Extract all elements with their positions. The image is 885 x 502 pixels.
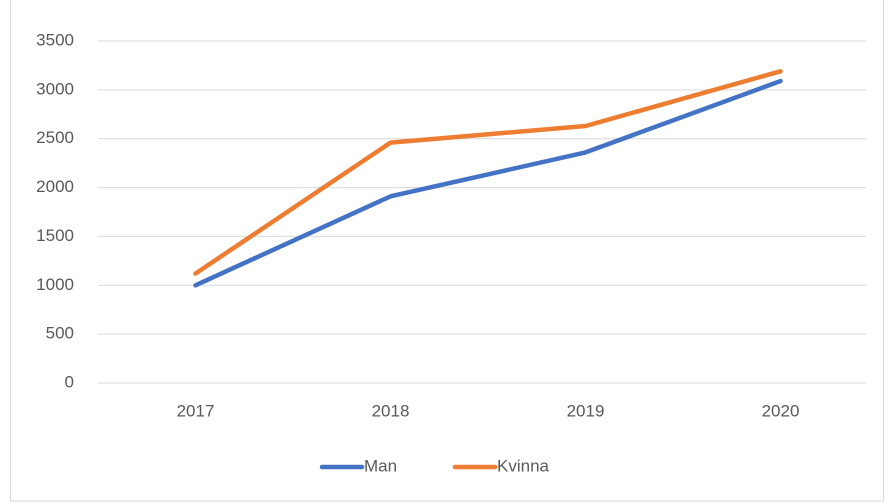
x-tick-label: 2017	[177, 401, 215, 420]
y-tick-label: 2500	[36, 128, 74, 147]
y-tick-label: 3500	[36, 30, 74, 49]
y-tick-label: 500	[46, 324, 74, 343]
chart-border	[10, 0, 884, 502]
y-tick-label: 0	[65, 372, 74, 391]
x-tick-label: 2019	[567, 401, 605, 420]
x-tick-label: 2018	[372, 401, 410, 420]
y-tick-label: 2000	[36, 177, 74, 196]
legend-label: Kvinna	[497, 456, 550, 475]
y-tick-label: 1500	[36, 226, 74, 245]
series-line	[193, 78, 783, 288]
legend-label: Man	[364, 456, 397, 475]
series-line	[193, 69, 783, 276]
y-tick-label: 3000	[36, 79, 74, 98]
x-tick-label: 2020	[762, 401, 800, 420]
y-tick-label: 1000	[36, 275, 74, 294]
